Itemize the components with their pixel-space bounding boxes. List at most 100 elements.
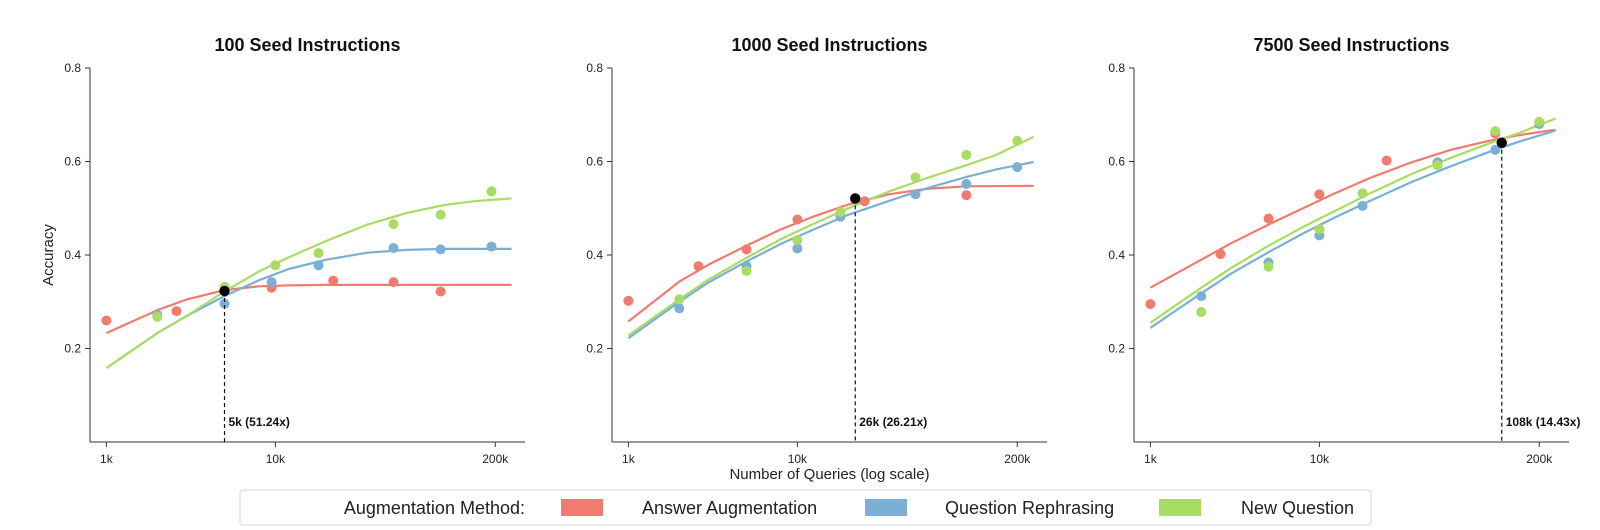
chart-title: 1000 Seed Instructions [731, 35, 927, 55]
y-tick-label: 0.8 [64, 61, 81, 75]
data-point-new-question [741, 265, 752, 276]
chart-panel-1: 100 Seed Instructions 0.2 0.4 0.6 0.8 1k 10k 20… [40, 35, 525, 466]
data-point-answer-augmentation [1145, 299, 1156, 310]
x-tick-label: 1k [1144, 452, 1158, 466]
data-point-answer-augmentation [328, 275, 339, 286]
data-point-new-question [792, 235, 803, 246]
data-point-new-question [152, 311, 163, 322]
data-point-answer-augmentation [1263, 213, 1274, 224]
y-tick-label: 0.6 [1108, 155, 1125, 169]
fit-curve-new-question [1149, 117, 1557, 324]
data-point-answer-augmentation [1314, 189, 1325, 200]
x-tick-label: 1k [622, 452, 636, 466]
data-point-answer-augmentation [388, 277, 399, 288]
chart-panel-2: 1000 Seed Instructions 0.2 0.4 0.6 0.8 1k 10k 2… [586, 35, 1047, 483]
data-point-answer-augmentation [623, 295, 634, 306]
x-tick-label: 1k [100, 452, 114, 466]
y-tick-label: 0.2 [586, 342, 603, 356]
data-point-answer-augmentation [961, 190, 972, 201]
y-tick-label: 0.2 [64, 342, 81, 356]
data-point-new-question [313, 248, 324, 259]
intersection-marker [1496, 137, 1507, 148]
fit-curve-answer-augmentation [105, 283, 512, 335]
intersection-marker [219, 285, 230, 297]
data-point-new-question [1357, 188, 1368, 199]
intersection-annotation: 26k (26.21x) [859, 415, 927, 429]
data-point-question-rephrasing [435, 244, 446, 255]
legend-label: Question Rephrasing [945, 498, 1114, 518]
data-point-answer-augmentation [741, 244, 752, 255]
data-point-question-rephrasing [961, 178, 972, 189]
chart-title: 7500 Seed Instructions [1253, 35, 1449, 55]
x-tick-label: 10k [1310, 452, 1330, 466]
y-tick-label: 0.6 [64, 155, 81, 169]
y-tick-label: 0.8 [1108, 61, 1125, 75]
data-point-new-question [1263, 261, 1274, 272]
data-point-new-question [835, 206, 846, 217]
legend-label: Answer Augmentation [642, 498, 817, 518]
data-point-new-question [910, 172, 921, 183]
data-point-new-question [1314, 224, 1325, 235]
legend-swatch-answer-augmentation [561, 499, 603, 516]
data-point-answer-augmentation [1381, 155, 1392, 166]
fit-curve-question-rephrasing [1149, 129, 1556, 329]
data-point-new-question [1012, 135, 1023, 146]
data-point-new-question [270, 260, 281, 271]
x-tick-label: 10k [788, 452, 808, 466]
y-tick-label: 0.2 [1108, 342, 1125, 356]
data-point-new-question [1534, 116, 1545, 127]
fit-curve-answer-augmentation [627, 184, 1034, 323]
fit-curve-new-question [627, 135, 1035, 337]
data-point-question-rephrasing [486, 241, 497, 252]
data-point-new-question [1432, 160, 1443, 171]
y-tick-label: 0.4 [586, 248, 603, 262]
data-point-answer-augmentation [101, 315, 112, 326]
data-point-question-rephrasing [674, 303, 685, 314]
fit-curve-answer-augmentation [1149, 128, 1556, 289]
data-point-new-question [1196, 307, 1207, 318]
data-point-new-question [1490, 126, 1501, 137]
legend: Augmentation Method: Answer Augmentation Q… [239, 489, 1372, 526]
data-point-question-rephrasing [792, 243, 803, 254]
fit-curve-question-rephrasing [627, 160, 1034, 340]
chart-title: 100 Seed Instructions [214, 35, 400, 55]
y-axis-label: Accuracy [40, 224, 57, 286]
intersection-annotation: 108k (14.43x) [1506, 415, 1581, 429]
data-point-answer-augmentation [171, 306, 182, 317]
intersection-annotation: 5k (51.24x) [229, 415, 290, 429]
x-tick-label: 200k [482, 452, 509, 466]
data-point-question-rephrasing [1012, 162, 1023, 173]
data-point-question-rephrasing [266, 277, 277, 288]
data-point-new-question [961, 149, 972, 160]
fit-curve-question-rephrasing [105, 247, 512, 370]
chart-panel-3: 7500 Seed Instructions 0.2 0.4 0.6 0.8 1k 10k 2… [1108, 35, 1580, 466]
x-tick-label: 200k [1004, 452, 1031, 466]
legend-swatch-question-rephrasing [865, 499, 907, 516]
data-point-answer-augmentation [1215, 249, 1226, 260]
fit-curve-new-question [105, 197, 512, 370]
y-tick-label: 0.8 [586, 61, 603, 75]
data-point-new-question [435, 209, 446, 220]
data-point-answer-augmentation [792, 214, 803, 225]
data-point-answer-augmentation [435, 286, 446, 297]
legend-title: Augmentation Method: [344, 498, 525, 518]
data-point-question-rephrasing [1357, 200, 1368, 211]
x-axis-label: Number of Queries (log scale) [729, 466, 929, 483]
legend-label: New Question [1241, 498, 1354, 518]
data-point-new-question [674, 294, 685, 305]
y-tick-label: 0.4 [1108, 248, 1125, 262]
x-tick-label: 200k [1526, 452, 1553, 466]
x-tick-label: 10k [266, 452, 286, 466]
data-point-new-question [388, 219, 399, 230]
data-point-answer-augmentation [693, 261, 704, 272]
data-point-new-question [486, 186, 497, 197]
data-point-question-rephrasing [219, 298, 230, 309]
y-tick-label: 0.6 [586, 155, 603, 169]
data-point-question-rephrasing [388, 242, 399, 253]
data-point-question-rephrasing [1490, 144, 1501, 155]
intersection-marker [850, 193, 861, 204]
data-point-question-rephrasing [313, 260, 324, 271]
data-point-question-rephrasing [1196, 291, 1207, 302]
data-point-answer-augmentation [859, 196, 870, 207]
